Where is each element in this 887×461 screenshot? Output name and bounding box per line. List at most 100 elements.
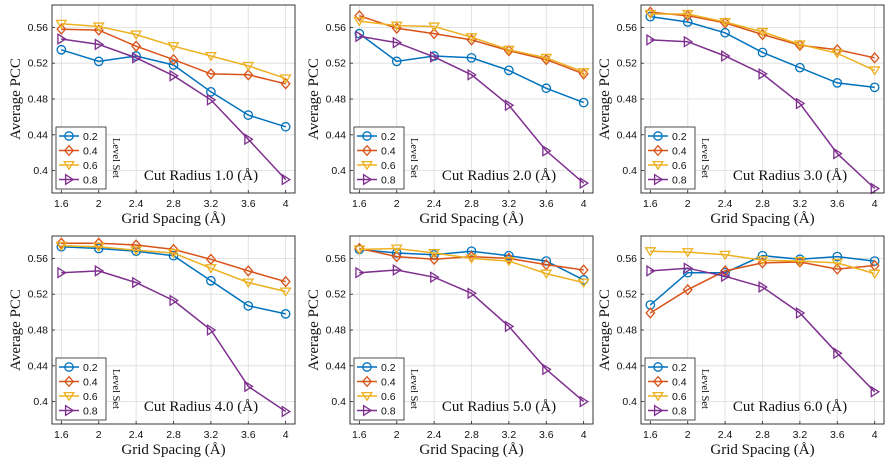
data-point xyxy=(795,307,806,319)
data-point xyxy=(131,40,142,52)
legend: 0.2 0.4 0.6 0.8 Level Set xyxy=(55,357,121,421)
x-tick-label: 3.6 xyxy=(539,198,554,210)
legend: 0.2 0.4 0.6 0.8 Level Set xyxy=(644,126,710,190)
data-point xyxy=(681,9,694,20)
legend-marker xyxy=(652,375,664,388)
series-0-6 xyxy=(353,17,590,78)
axes-frame xyxy=(640,4,885,194)
series-line xyxy=(359,20,584,73)
x-tick-label: 1.6 xyxy=(643,429,658,441)
series-0-6 xyxy=(55,241,292,297)
data-point xyxy=(428,22,441,32)
legend-marker xyxy=(652,391,664,402)
x-tick-label: 1.6 xyxy=(54,429,69,441)
legend-marker xyxy=(64,131,74,141)
data-point xyxy=(93,237,104,249)
legend-entry: 0.6 xyxy=(672,391,687,403)
data-point xyxy=(870,182,881,195)
x-tick-label: 1.6 xyxy=(54,198,69,210)
data-point xyxy=(793,40,806,50)
y-tick-label: 0.52 xyxy=(617,289,638,301)
data-point xyxy=(130,246,143,256)
legend-title: Level Set xyxy=(408,138,419,178)
panel-title: Cut Radius 1.0 (Å) xyxy=(144,168,258,184)
series-0-6 xyxy=(55,19,292,84)
data-point xyxy=(503,252,514,265)
data-point xyxy=(390,244,403,254)
data-point xyxy=(832,251,843,262)
legend-box xyxy=(644,357,696,421)
y-tick-label: 0.44 xyxy=(326,129,347,141)
data-point xyxy=(793,257,806,267)
x-tick-label: 3.2 xyxy=(204,198,219,210)
legend-entry: 0.2 xyxy=(672,131,687,143)
data-point xyxy=(243,69,254,81)
legend-box xyxy=(55,126,107,190)
data-point xyxy=(646,264,656,277)
data-point xyxy=(280,275,291,288)
legend-marker xyxy=(64,362,74,372)
legend-marker xyxy=(653,131,663,141)
data-point xyxy=(169,294,179,307)
data-point xyxy=(353,17,366,27)
data-point xyxy=(644,247,657,257)
data-point xyxy=(832,43,843,56)
data-point xyxy=(504,320,515,333)
legend-title: Level Set xyxy=(699,369,710,409)
series-line xyxy=(359,35,585,184)
x-tick-label: 2.4 xyxy=(718,429,733,441)
y-tick-label: 0.4 xyxy=(622,396,637,408)
legend-marker xyxy=(652,144,664,157)
data-point xyxy=(167,248,180,259)
data-point xyxy=(721,50,731,63)
data-point xyxy=(683,35,694,48)
series-0-6 xyxy=(644,9,881,76)
data-point xyxy=(868,66,881,76)
axes-frame xyxy=(640,235,885,425)
legend-entry: 0.4 xyxy=(672,376,687,388)
x-tick-label: 2.4 xyxy=(427,429,442,441)
legend-box xyxy=(353,126,405,190)
data-point xyxy=(504,250,514,261)
data-point xyxy=(541,83,552,94)
chart-panel-6: 1.6 2 2.4 2.8 3.2 3.6 40.40.440.480.520.560.20… xyxy=(597,235,885,458)
series-line xyxy=(359,247,584,284)
x-tick-label: 3.6 xyxy=(241,429,256,441)
data-point xyxy=(93,56,104,67)
legend-entry: 0.6 xyxy=(83,391,98,403)
y-axis-label: Average PCC xyxy=(306,58,322,140)
x-tick-label: 4 xyxy=(581,198,587,210)
data-point xyxy=(719,17,732,28)
data-point xyxy=(206,86,216,97)
x-tick-label: 2.4 xyxy=(129,429,144,441)
data-point xyxy=(392,36,403,49)
series-line xyxy=(359,269,585,403)
y-tick-label: 0.44 xyxy=(28,360,49,372)
data-point xyxy=(644,9,657,20)
data-point xyxy=(92,22,105,32)
x-tick-label: 4 xyxy=(283,429,289,441)
series-0-6 xyxy=(644,247,881,280)
legend-entry: 0.4 xyxy=(381,145,396,157)
data-point xyxy=(795,62,805,73)
series-line xyxy=(649,254,875,306)
x-tick-label: 3.2 xyxy=(204,429,219,441)
data-point xyxy=(831,258,844,269)
legend-entry: 0.4 xyxy=(83,376,98,388)
x-tick-label: 3.6 xyxy=(539,429,554,441)
x-axis-label: Grid Spacing (Å) xyxy=(710,442,814,458)
chart-panel-2: 1.6 2 2.4 2.8 3.2 3.6 40.40.440.480.520.560.20… xyxy=(306,4,594,227)
series-line xyxy=(650,13,876,72)
data-point xyxy=(168,250,179,261)
data-point xyxy=(869,52,880,64)
data-point xyxy=(391,56,402,67)
data-point xyxy=(646,33,656,46)
y-axis-label: Average PCC xyxy=(597,58,613,140)
legend-entry: 0.8 xyxy=(381,405,396,417)
data-point xyxy=(578,97,589,108)
chart-panel-4: 1.6 2 2.4 2.8 3.2 3.6 40.40.440.480.520.560.20… xyxy=(8,235,296,458)
series-0-8 xyxy=(355,30,590,190)
axes-frame xyxy=(51,235,296,425)
x-tick-label: 3.2 xyxy=(793,429,808,441)
